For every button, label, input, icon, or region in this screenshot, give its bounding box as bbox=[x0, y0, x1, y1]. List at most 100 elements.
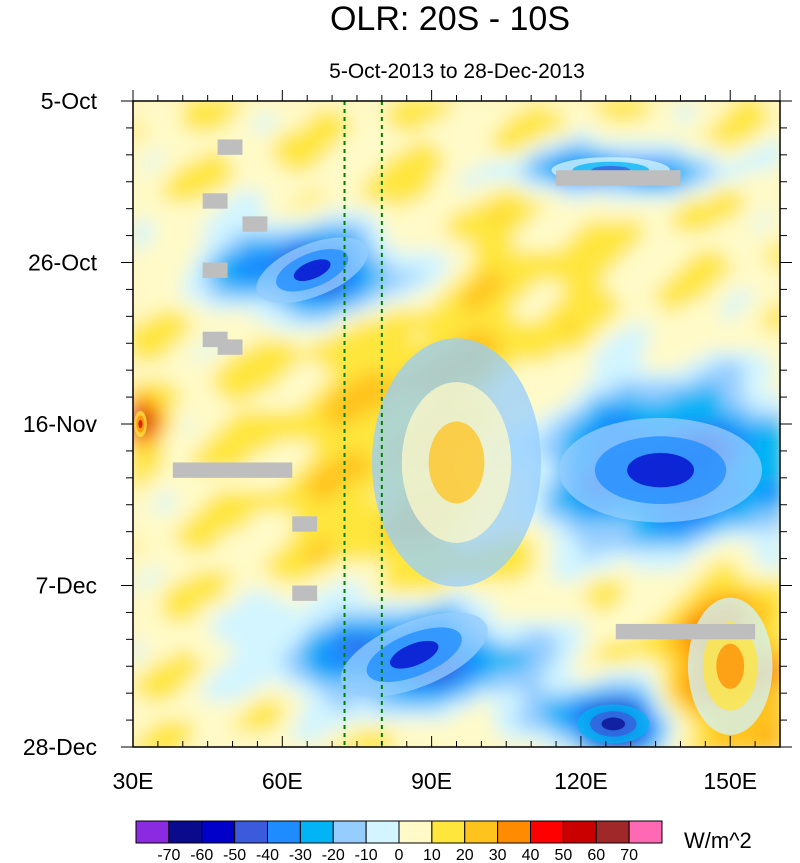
field-cell bbox=[383, 191, 394, 202]
field-cell bbox=[573, 431, 584, 442]
field-cell bbox=[233, 181, 244, 192]
field-cell bbox=[273, 241, 284, 252]
field-cell bbox=[163, 291, 174, 302]
field-cell bbox=[363, 551, 374, 562]
field-cell bbox=[293, 401, 304, 412]
field-cell bbox=[543, 341, 554, 352]
field-cell bbox=[253, 151, 264, 162]
field-cell bbox=[323, 571, 334, 582]
field-cell bbox=[613, 251, 624, 262]
field-cell bbox=[203, 311, 214, 322]
field-cell bbox=[663, 411, 674, 422]
field-cell bbox=[283, 521, 294, 532]
field-cell bbox=[213, 701, 224, 712]
field-cell bbox=[213, 551, 224, 562]
field-cell bbox=[183, 101, 194, 112]
field-cell bbox=[723, 521, 734, 532]
field-cell bbox=[163, 731, 174, 742]
field-cell bbox=[503, 281, 514, 292]
field-cell bbox=[133, 501, 144, 512]
field-cell bbox=[233, 211, 244, 222]
field-cell bbox=[683, 601, 694, 612]
field-cell bbox=[223, 611, 234, 622]
field-cell bbox=[293, 171, 304, 182]
field-cell bbox=[193, 401, 204, 412]
field-cell bbox=[603, 661, 614, 672]
field-cell bbox=[523, 371, 534, 382]
field-cell bbox=[173, 391, 184, 402]
field-cell bbox=[243, 311, 254, 322]
field-cell bbox=[513, 711, 524, 722]
field-cell bbox=[163, 371, 174, 382]
field-cell bbox=[153, 721, 164, 732]
field-cell bbox=[743, 521, 754, 532]
field-cell bbox=[603, 261, 614, 272]
field-cell bbox=[513, 601, 524, 612]
field-cell bbox=[143, 711, 154, 722]
field-cell bbox=[763, 341, 774, 352]
field-cell bbox=[443, 291, 454, 302]
field-cell bbox=[553, 271, 564, 282]
field-cell bbox=[193, 661, 204, 672]
field-cell bbox=[753, 411, 764, 422]
field-cell bbox=[153, 611, 164, 622]
field-cell bbox=[133, 451, 144, 462]
field-cell bbox=[693, 571, 704, 582]
field-cell bbox=[273, 431, 284, 442]
field-cell bbox=[263, 151, 274, 162]
field-cell bbox=[143, 461, 154, 472]
field-cell bbox=[763, 431, 774, 442]
field-cell bbox=[263, 501, 274, 512]
field-cell bbox=[593, 621, 604, 632]
field-cell bbox=[333, 121, 344, 132]
field-cell bbox=[253, 271, 264, 282]
field-cell bbox=[183, 711, 194, 722]
field-cell bbox=[603, 631, 614, 642]
field-cell bbox=[443, 281, 454, 292]
field-cell bbox=[623, 741, 634, 747]
field-cell bbox=[153, 161, 164, 172]
field-cell bbox=[593, 391, 604, 402]
field-cell bbox=[293, 611, 304, 622]
field-cell bbox=[293, 311, 304, 322]
field-cell bbox=[403, 351, 414, 362]
field-cell bbox=[623, 401, 634, 412]
field-cell bbox=[173, 401, 184, 412]
field-cell bbox=[173, 241, 184, 252]
field-cell bbox=[163, 301, 174, 312]
field-cell bbox=[573, 521, 584, 532]
field-cell bbox=[543, 451, 554, 462]
field-cell bbox=[513, 591, 524, 602]
field-cell bbox=[773, 421, 780, 432]
field-cell bbox=[543, 421, 554, 432]
field-cell bbox=[153, 201, 164, 212]
field-cell bbox=[763, 721, 774, 732]
field-cell bbox=[733, 241, 744, 252]
field-cell bbox=[363, 501, 374, 512]
field-cell bbox=[213, 221, 224, 232]
field-cell bbox=[303, 131, 314, 142]
field-cell bbox=[593, 511, 604, 522]
field-cell bbox=[403, 691, 414, 702]
field-cell bbox=[613, 691, 624, 702]
field-cell bbox=[723, 561, 734, 572]
field-cell bbox=[683, 111, 694, 122]
field-cell bbox=[193, 251, 204, 262]
field-cell bbox=[173, 711, 184, 722]
field-cell bbox=[693, 561, 704, 572]
field-cell bbox=[223, 271, 234, 282]
field-cell bbox=[343, 171, 354, 182]
field-cell bbox=[223, 151, 234, 162]
field-cell bbox=[473, 591, 484, 602]
field-cell bbox=[523, 211, 534, 222]
field-cell bbox=[173, 581, 184, 592]
field-cell bbox=[253, 541, 264, 552]
field-cell bbox=[243, 411, 254, 422]
field-cell bbox=[333, 141, 344, 152]
field-cell bbox=[273, 201, 284, 212]
field-cell bbox=[553, 341, 564, 352]
field-cell bbox=[173, 231, 184, 242]
field-cell bbox=[463, 331, 474, 342]
field-cell bbox=[183, 641, 194, 652]
field-cell bbox=[773, 481, 780, 492]
